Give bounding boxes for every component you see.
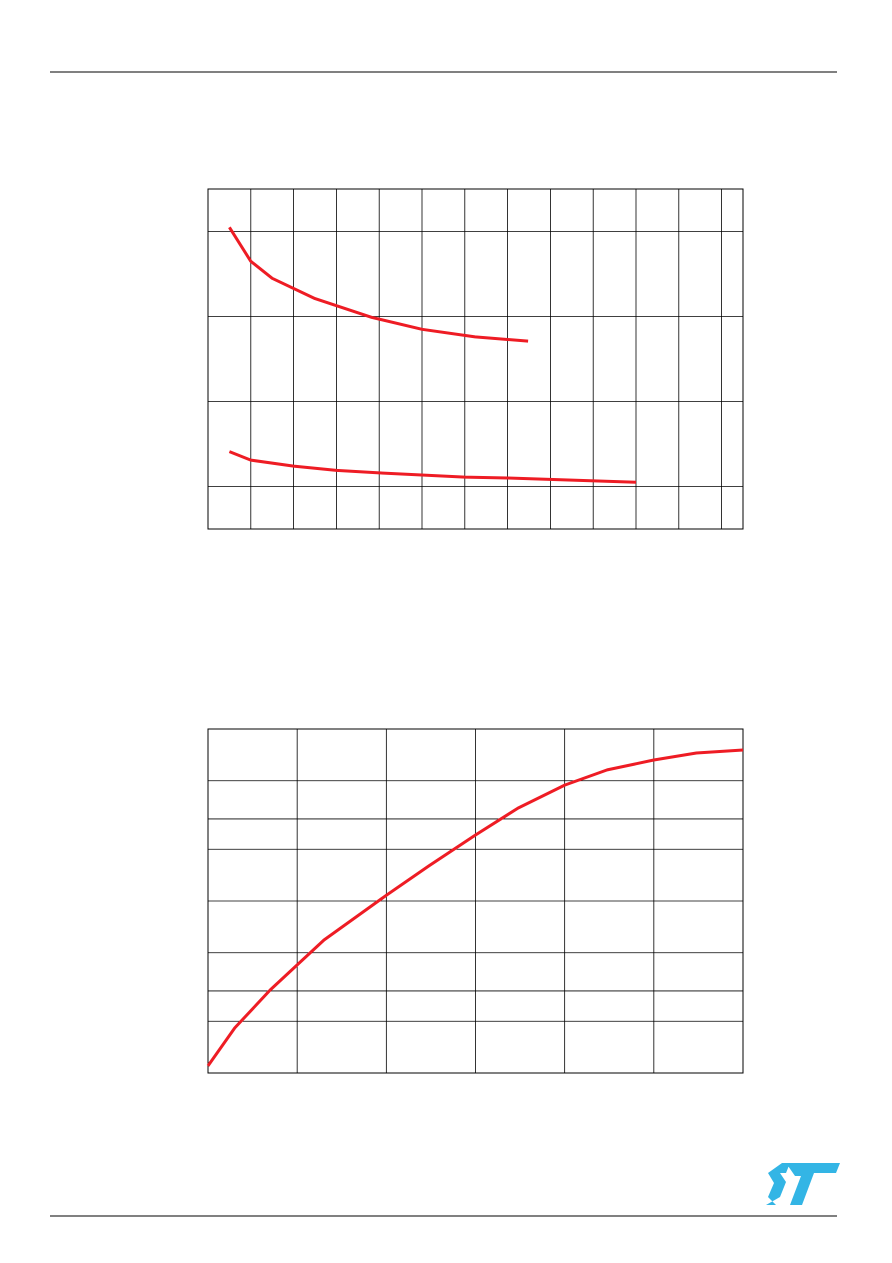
chart (207, 188, 744, 530)
curve (228, 450, 637, 484)
curve (228, 226, 529, 343)
st-logo (766, 1163, 840, 1205)
chart (206, 728, 744, 1074)
plot-frame (207, 188, 744, 530)
curve (206, 748, 744, 1067)
